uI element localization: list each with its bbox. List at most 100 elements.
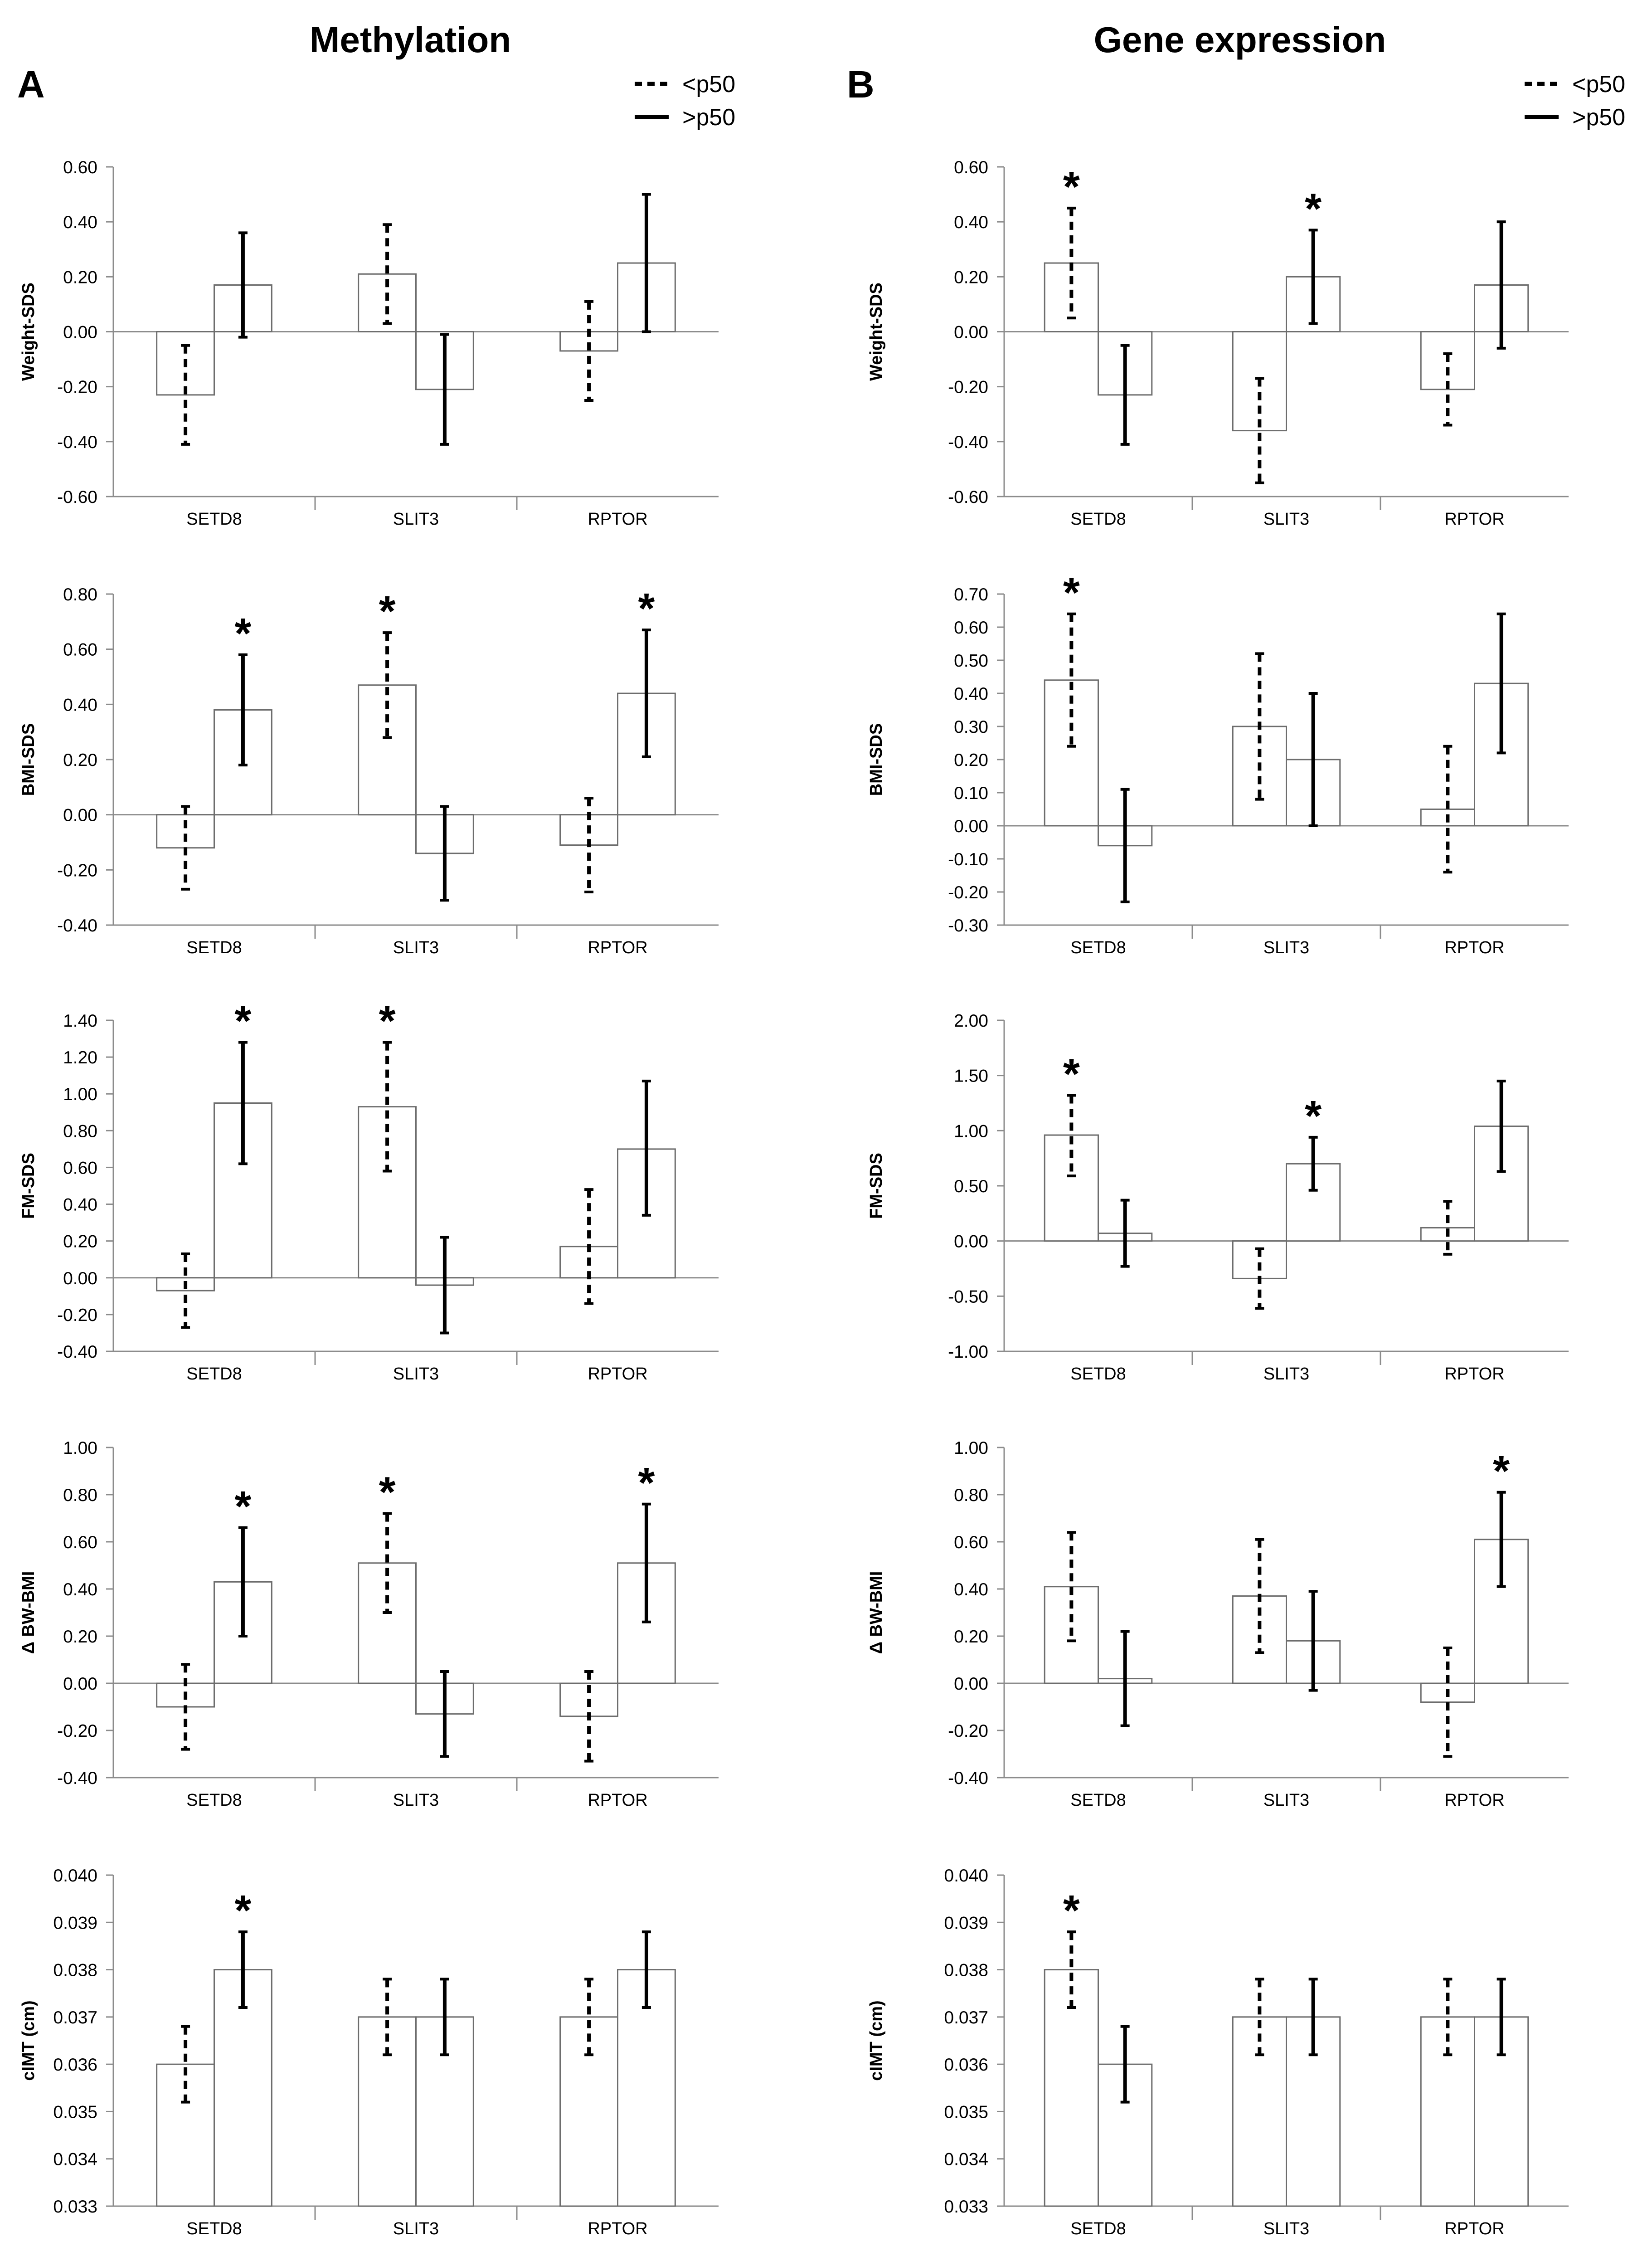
- y-tick-label: 1.00: [63, 1438, 97, 1458]
- y-tick-label: 0.40: [63, 213, 97, 232]
- y-tick-label: 1.00: [954, 1438, 988, 1458]
- y-tick-label: 0.10: [954, 784, 988, 803]
- significance-asterisk: *: [1305, 185, 1322, 233]
- significance-asterisk: *: [638, 1459, 655, 1507]
- y-tick-label: 0.60: [63, 1533, 97, 1552]
- legend-below-label-a: <p50: [682, 71, 735, 97]
- chart-b-4: 1.00 0.80 0.60 0.40 0.20 0.00 -0.20 -0.40 Δ BW-B…: [867, 1438, 1569, 1810]
- x-tick-label: RPTOR: [588, 1364, 647, 1384]
- significance-asterisk: *: [1063, 1050, 1080, 1098]
- y-tick-label: -0.40: [57, 916, 97, 936]
- x-tick-label: RPTOR: [1444, 2219, 1504, 2238]
- y-tick-label: 0.00: [954, 1232, 988, 1252]
- x-tick-label: SLIT3: [1263, 2219, 1309, 2238]
- y-tick-label: 0.033: [944, 2197, 988, 2217]
- significance-asterisk: *: [1305, 1092, 1322, 1140]
- x-tick-label: RPTOR: [588, 1791, 647, 1810]
- y-tick-label: 0.60: [954, 1533, 988, 1552]
- y-tick-label: -0.10: [948, 850, 988, 869]
- y-tick-label: 0.00: [63, 1269, 97, 1288]
- y-tick-label: -0.20: [57, 378, 97, 397]
- y-tick-label: 0.70: [954, 585, 988, 604]
- legend-above-label-b: >p50: [1572, 104, 1625, 131]
- y-tick-label: 0.00: [954, 817, 988, 836]
- y-axis-title: Weight-SDS: [19, 283, 38, 381]
- chart-a-2: 0.80 0.60 0.40 0.20 0.00 -0.20 -0.40 BMI-SDS SET…: [19, 585, 719, 957]
- x-tick-label: SETD8: [1070, 1364, 1126, 1384]
- y-tick-label: -0.60: [57, 487, 97, 507]
- y-tick-label: 0.038: [53, 1961, 97, 1980]
- y-tick-label: -0.40: [57, 1342, 97, 1362]
- bar-below-p50: [358, 2016, 417, 2207]
- charts-group: 0.60 0.40 0.20 0.00 -0.20 -0.40 -0.60 Weight-SD…: [19, 158, 1569, 2238]
- y-tick-label: 0.80: [63, 1486, 97, 1505]
- bar-below-p50: [1232, 1240, 1288, 1279]
- y-tick-label: 0.80: [63, 1121, 97, 1141]
- bar-below-p50: [358, 1106, 417, 1279]
- y-tick-label: 0.00: [63, 1674, 97, 1694]
- y-tick-label: 0.20: [954, 268, 988, 287]
- bar-below-p50: [1044, 679, 1099, 827]
- y-tick-label: -0.40: [948, 1769, 988, 1788]
- significance-asterisk: *: [234, 1886, 251, 1935]
- y-tick-label: 0.034: [944, 2150, 988, 2169]
- x-tick-label: SETD8: [186, 1791, 242, 1810]
- y-tick-label: -1.00: [948, 1342, 988, 1362]
- x-tick-label: SETD8: [1070, 938, 1126, 957]
- chart-a-4: 1.00 0.80 0.60 0.40 0.20 0.00 -0.20 -0.40 Δ BW-B…: [19, 1438, 719, 1810]
- x-tick-label: RPTOR: [588, 938, 647, 957]
- x-tick-label: SLIT3: [393, 510, 439, 529]
- y-tick-label: 1.00: [954, 1121, 988, 1141]
- y-tick-label: 0.80: [63, 585, 97, 604]
- significance-asterisk: *: [638, 585, 655, 633]
- y-tick-label: 0.00: [954, 323, 988, 342]
- x-tick-label: SLIT3: [393, 1791, 439, 1810]
- x-tick-label: SLIT3: [393, 1364, 439, 1384]
- bar-below-p50: [559, 2016, 619, 2207]
- x-tick-label: RPTOR: [588, 2219, 647, 2238]
- significance-asterisk: *: [1493, 1447, 1510, 1495]
- x-tick-label: SETD8: [1070, 1791, 1126, 1810]
- significance-asterisk: *: [1063, 569, 1080, 617]
- y-tick-label: 0.00: [63, 806, 97, 825]
- y-tick-label: 0.60: [63, 640, 97, 660]
- y-tick-label: 0.036: [944, 2055, 988, 2075]
- y-tick-label: 0.20: [954, 1627, 988, 1647]
- bar-below-p50: [156, 814, 215, 849]
- y-tick-label: -0.20: [57, 861, 97, 880]
- column-title-methylation: Methylation: [310, 19, 511, 60]
- x-tick-label: SETD8: [186, 2219, 242, 2238]
- y-tick-label: 0.40: [63, 1580, 97, 1599]
- significance-asterisk: *: [379, 1468, 396, 1516]
- y-axis-title: cIMT (cm): [867, 2000, 886, 2081]
- bar-above-p50: [214, 1969, 272, 2207]
- significance-asterisk: *: [1063, 163, 1080, 211]
- y-tick-label: 0.036: [53, 2055, 97, 2075]
- y-axis-title: FM-SDS: [19, 1153, 38, 1219]
- bar-below-p50: [358, 1562, 417, 1684]
- significance-asterisk: *: [379, 587, 396, 635]
- y-tick-label: 0.60: [954, 618, 988, 638]
- y-tick-label: 1.00: [63, 1085, 97, 1104]
- y-tick-label: 0.039: [944, 1913, 988, 1933]
- y-tick-label: 0.20: [63, 268, 97, 287]
- bar-below-p50: [1232, 2016, 1288, 2207]
- y-tick-label: 0.40: [954, 684, 988, 704]
- panel-letter-b: B: [847, 63, 875, 106]
- y-axis-title: BMI-SDS: [19, 723, 38, 796]
- y-tick-label: -0.30: [948, 916, 988, 936]
- y-tick-label: 0.037: [53, 2008, 97, 2027]
- bar-below-p50: [1044, 1969, 1099, 2207]
- y-tick-label: 1.50: [954, 1067, 988, 1086]
- y-tick-label: 0.035: [944, 2102, 988, 2122]
- x-tick-label: SLIT3: [1263, 938, 1309, 957]
- x-tick-label: SETD8: [1070, 510, 1126, 529]
- x-tick-label: RPTOR: [588, 510, 647, 529]
- chart-b-5: 0.040 0.039 0.038 0.037 0.036 0.035 0.034 0.033…: [867, 1866, 1569, 2238]
- chart-b-1: 0.60 0.40 0.20 0.00 -0.20 -0.40 -0.60 Weight-SD…: [867, 158, 1569, 529]
- y-tick-label: 0.037: [944, 2008, 988, 2027]
- significance-asterisk: *: [234, 1482, 251, 1530]
- panel-letter-a: A: [17, 63, 45, 106]
- y-tick-label: -0.40: [57, 433, 97, 452]
- y-tick-label: 0.034: [53, 2150, 97, 2169]
